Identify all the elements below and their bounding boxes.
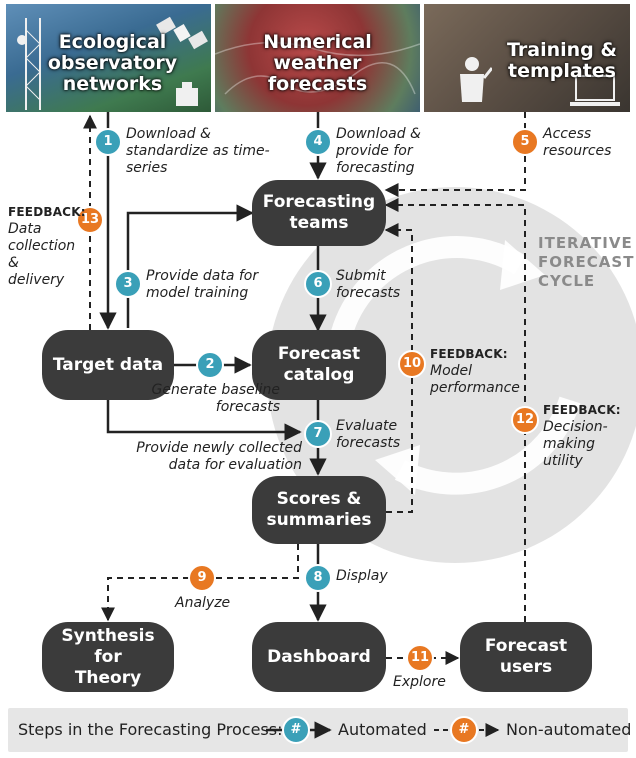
node-forecast-users: Forecast users: [460, 622, 592, 692]
cycle-arrow-upper: [329, 236, 526, 343]
legend-automated-label: Automated: [338, 720, 427, 739]
step-5-label: Access resources: [543, 126, 612, 159]
node-dashboard: Dashboard: [252, 622, 386, 692]
weather-banner: Numerical weather forecasts: [215, 4, 420, 112]
step-12-feedback: FEEDBACK: Decision-making utility: [543, 402, 631, 470]
laptop-icon: [570, 75, 620, 106]
step-2-badge: 2: [196, 351, 224, 379]
sensor-icon: [176, 82, 198, 106]
ecological-banner-title: Ecological observatory networks: [47, 31, 178, 95]
node-forecast-catalog: Forecast catalog: [252, 330, 386, 400]
step-12-feedback-heading: FEEDBACK:: [543, 403, 621, 417]
node-scores-summaries: Scores & summaries: [252, 476, 386, 544]
flow-arrows: [83, 112, 636, 665]
step-6-badge: 6: [304, 270, 332, 298]
step-9-label: Analyze: [175, 595, 231, 611]
step-11-badge: 11: [406, 644, 434, 672]
legend-automated-badge: #: [282, 716, 310, 744]
step-10-badge: 10: [398, 350, 426, 378]
step-10-feedback-heading: FEEDBACK:: [430, 347, 508, 361]
presenter-icon: [460, 57, 492, 102]
map-icon: [215, 41, 420, 95]
node-forecasting-teams: Forecasting teams: [252, 180, 386, 246]
node-target-data: Target data: [42, 330, 174, 400]
satellite-icon: [156, 16, 208, 50]
step-7-badge: 7: [304, 420, 332, 448]
arrow-step-9: [101, 544, 299, 622]
step-8-badge: 8: [304, 564, 332, 592]
step-12-badge: 12: [511, 406, 539, 434]
arrow-step-12: [384, 198, 526, 622]
step-12-feedback-text: Decision-making utility: [543, 419, 608, 469]
step-13-feedback: FEEDBACK: Data collection & delivery: [8, 204, 86, 289]
tower-icon: [17, 18, 41, 110]
step-1-badge: 1: [94, 128, 122, 156]
step-10-feedback: FEEDBACK: Model performance: [430, 346, 520, 397]
step-3-label: Provide data for model training: [146, 268, 259, 301]
step-3-badge: 3: [114, 270, 142, 298]
newly-collected-label: Provide newly collected data for evaluat…: [136, 440, 302, 473]
cycle-arrow-lower: [394, 396, 581, 495]
training-banner-title: Training & templates: [507, 39, 617, 82]
step-2-label: Generate baseline forecasts: [151, 382, 280, 415]
step-6-label: Submit forecasts: [336, 268, 401, 301]
step-5-badge: 5: [511, 128, 539, 156]
training-banner: Training & templates: [424, 4, 630, 112]
legend: Steps in the Forecasting Process: # Auto…: [8, 708, 632, 752]
step-13-feedback-text: Data collection & delivery: [8, 221, 76, 288]
weather-banner-title: Numerical weather forecasts: [263, 31, 372, 95]
step-9-badge: 9: [188, 564, 216, 592]
cycle-arrow-upper-head: [500, 240, 545, 290]
step-11-label: Explore: [393, 674, 446, 690]
node-synthesis: Synthesis for Theory: [42, 622, 174, 692]
step-8-label: Display: [336, 568, 388, 584]
step-13-badge: 13: [76, 206, 104, 234]
legend-nonautomated-badge: #: [450, 716, 478, 744]
cycle-label: ITERATIVE FORECAST CYCLE: [538, 234, 635, 290]
step-7-label: Evaluate forecasts: [336, 418, 401, 451]
arrow-newly-collected: [106, 400, 302, 441]
step-1-label: Download & standardize as time-series: [126, 126, 270, 176]
legend-title: Steps in the Forecasting Process:: [18, 720, 283, 739]
cycle-arrow-lower-head: [375, 445, 420, 495]
step-10-feedback-text: Model performance: [430, 363, 520, 396]
step-13-feedback-heading: FEEDBACK:: [8, 205, 86, 219]
step-4-badge: 4: [304, 128, 332, 156]
legend-nonautomated-label: Non-automated: [506, 720, 632, 739]
ecological-banner: Ecological observatory networks: [6, 4, 211, 112]
step-4-label: Download & provide for forecasting: [336, 126, 421, 176]
